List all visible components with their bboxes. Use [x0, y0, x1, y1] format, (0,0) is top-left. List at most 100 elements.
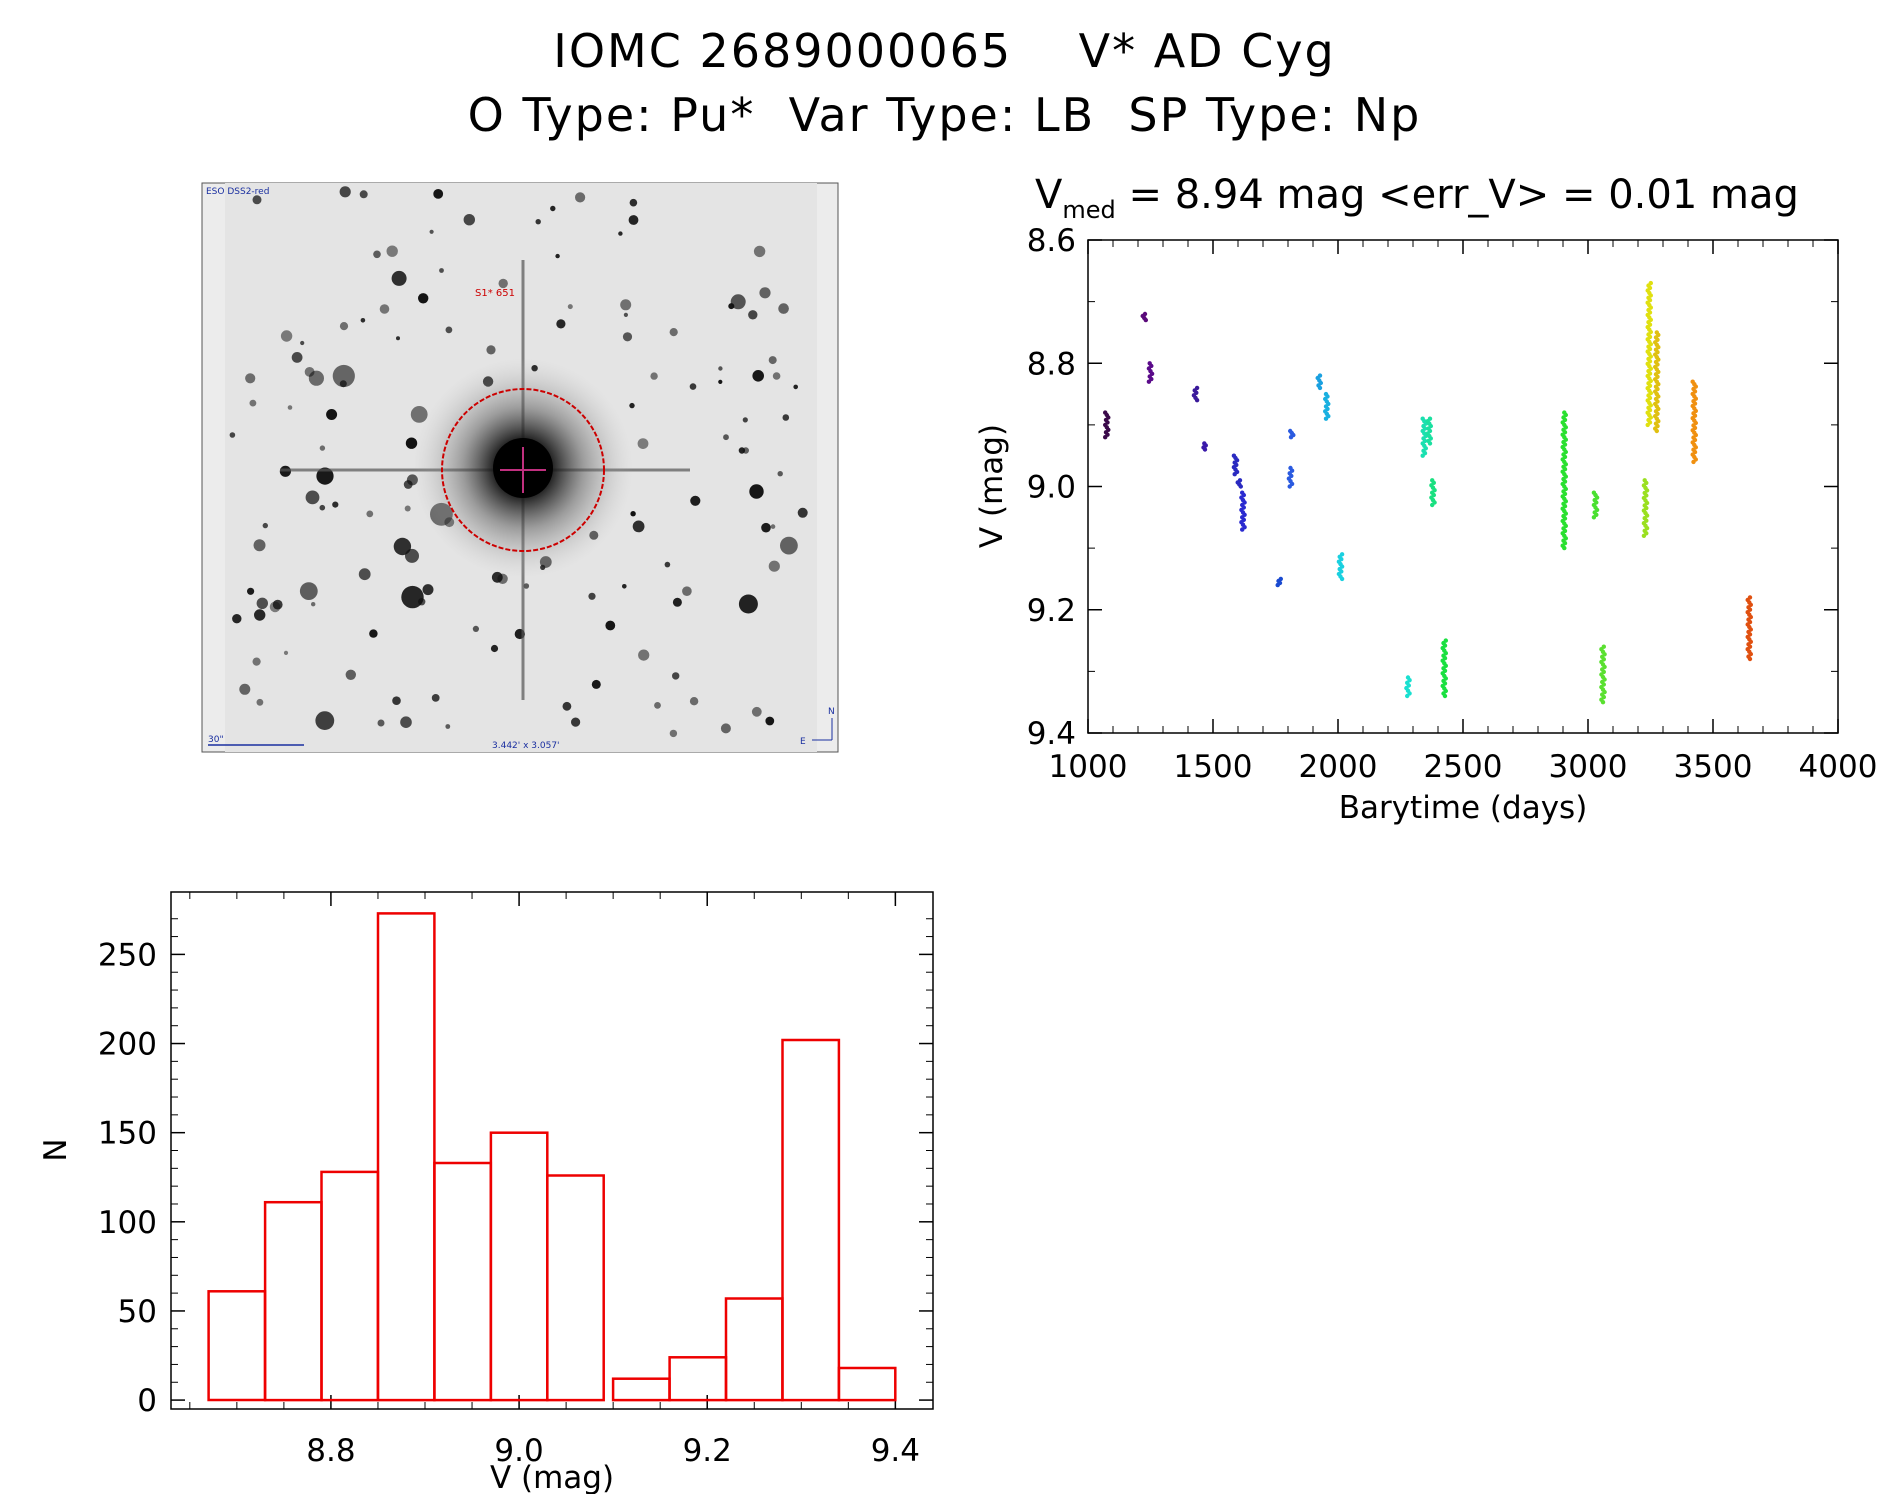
histogram-bar: [546, 1174, 605, 1402]
lc-point-cluster: [1591, 490, 1600, 520]
background-star: [326, 409, 338, 420]
light-curve-frame: [1087, 239, 1839, 734]
lc-point-cluster: [1191, 385, 1200, 403]
background-star: [299, 582, 318, 600]
background-star: [630, 511, 636, 517]
lc-point: [1641, 533, 1647, 538]
hist-ytick-label: 100: [98, 1205, 157, 1241]
background-star: [486, 345, 496, 355]
background-star: [720, 723, 731, 734]
background-star: [283, 650, 289, 656]
hist-xtick-label: 8.8: [306, 1433, 355, 1469]
background-star: [249, 399, 257, 407]
background-star: [605, 620, 616, 631]
lc-point: [1143, 317, 1149, 323]
background-star: [718, 379, 723, 384]
hist-xtick-label: 9.2: [683, 1433, 732, 1469]
compass-east-label: E: [800, 737, 806, 747]
lc-xtick-label: 2500: [1424, 749, 1503, 785]
lc-point-cluster: [1286, 465, 1295, 489]
background-star: [628, 215, 639, 225]
lc-point: [1275, 582, 1280, 588]
background-star: [562, 701, 572, 711]
background-star: [751, 706, 762, 717]
background-star: [730, 294, 746, 310]
background-star: [748, 310, 758, 320]
lc-point: [1430, 502, 1435, 508]
lc-point-cluster: [1599, 644, 1607, 705]
background-star: [765, 716, 775, 726]
lc-point-cluster: [1140, 311, 1149, 323]
lc-point-cluster: [1440, 638, 1449, 699]
background-star: [622, 332, 633, 342]
lc-point: [1339, 576, 1345, 582]
background-star: [718, 366, 723, 371]
background-star: [591, 679, 601, 689]
lc-point-cluster: [1315, 373, 1324, 391]
background-star: [669, 328, 678, 337]
lc-point: [1103, 435, 1108, 440]
background-star: [723, 434, 729, 441]
background-star: [618, 231, 623, 236]
lc-point: [1600, 700, 1606, 705]
scale-label: 30": [208, 735, 224, 745]
background-star: [379, 304, 390, 314]
hist-xtick-label: 9.0: [494, 1433, 543, 1469]
target-circle-marker: [441, 388, 605, 552]
histogram-bar: [433, 1161, 493, 1402]
lc-point-cluster: [1645, 280, 1654, 428]
background-star: [780, 536, 798, 555]
background-star: [262, 522, 268, 529]
compass-north-label: N: [828, 707, 835, 717]
lc-point-cluster: [1201, 441, 1209, 452]
lc-point: [1591, 515, 1597, 520]
histogram-bar: [611, 1377, 671, 1402]
lc-point-cluster: [1404, 675, 1412, 699]
background-star: [256, 698, 264, 706]
background-star: [672, 597, 682, 607]
histogram-frame: [170, 891, 934, 1410]
background-star: [339, 322, 349, 331]
background-star: [359, 190, 368, 199]
background-star: [777, 471, 783, 477]
background-star: [304, 367, 315, 377]
background-star: [567, 304, 573, 310]
background-star: [247, 587, 255, 595]
lc-point-cluster: [1239, 490, 1247, 532]
background-star: [405, 548, 419, 563]
background-star: [431, 694, 440, 702]
background-star: [316, 467, 334, 485]
background-star: [623, 312, 629, 317]
histogram-bars: [207, 912, 897, 1402]
background-star: [637, 438, 649, 449]
background-star: [782, 414, 790, 421]
lc-point: [1146, 379, 1152, 384]
lc-point: [1194, 398, 1200, 403]
background-star: [689, 383, 697, 390]
background-star: [761, 522, 771, 533]
background-star: [768, 356, 777, 365]
lc-ytick-label: 9.2: [1027, 593, 1076, 629]
background-star: [654, 702, 661, 709]
histogram-bar: [207, 1290, 267, 1402]
background-star: [498, 278, 508, 289]
lc-xtick-label: 1000: [1049, 749, 1128, 785]
background-star: [358, 568, 371, 581]
background-star: [588, 592, 596, 600]
background-star: [339, 186, 351, 198]
background-star: [252, 657, 261, 666]
background-star: [439, 268, 444, 273]
background-star: [490, 644, 499, 653]
lc-xtick-label: 1500: [1174, 749, 1253, 785]
lc-point-cluster: [1429, 478, 1437, 508]
background-star: [672, 672, 680, 680]
size-label: 3.442' x 3.057': [492, 741, 560, 751]
histogram-bar: [724, 1297, 784, 1402]
background-star: [396, 336, 400, 341]
background-star: [778, 303, 789, 314]
hist-ytick-label: 200: [98, 1027, 157, 1063]
background-star: [229, 432, 236, 438]
background-star: [433, 189, 444, 199]
background-star: [797, 507, 808, 518]
